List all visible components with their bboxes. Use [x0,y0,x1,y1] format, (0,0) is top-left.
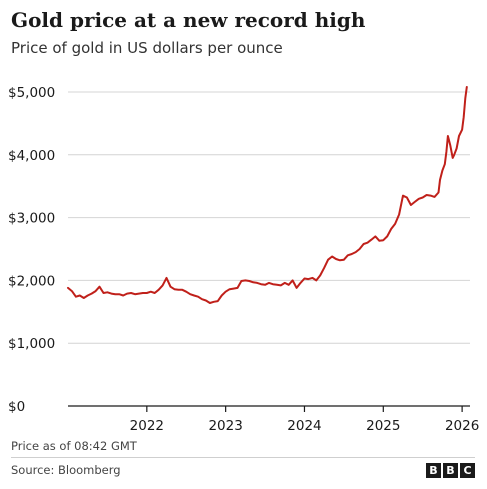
y-axis-tick-labels: $0 $1,000 $2,000 $3,000 $4,000 $5,000 [8,85,55,415]
x-tick-label: 2025 [366,418,400,434]
bbc-logo-block: B [426,463,441,478]
x-tick-label: 2026 [445,418,479,434]
y-tick-label: $1,000 [8,336,55,352]
y-tick-label: $4,000 [8,148,55,164]
chart-subtitle: Price of gold in US dollars per ounce [11,39,283,57]
gold-price-series-line [67,86,468,304]
footer-divider [11,457,475,458]
bbc-logo-block: B [443,463,458,478]
series-layer [67,86,468,304]
x-tick-label: 2023 [208,418,242,434]
bbc-logo-block: C [460,463,475,478]
y-tick-label: $2,000 [8,273,55,289]
price-timestamp-note: Price as of 08:42 GMT [11,439,137,453]
y-tick-label: $5,000 [8,85,55,101]
x-axis: 2022 2023 2024 2025 2026 [68,405,479,434]
y-tick-label: $0 [8,399,25,415]
y-tick-label: $3,000 [8,211,55,227]
source-credit: Source: Bloomberg [11,463,121,477]
chart-title: Gold price at a new record high [11,8,366,32]
bbc-logo: B B C [426,463,475,478]
x-tick-label: 2024 [287,418,321,434]
grid-lines [68,91,470,344]
x-tick-label: 2022 [130,418,164,434]
